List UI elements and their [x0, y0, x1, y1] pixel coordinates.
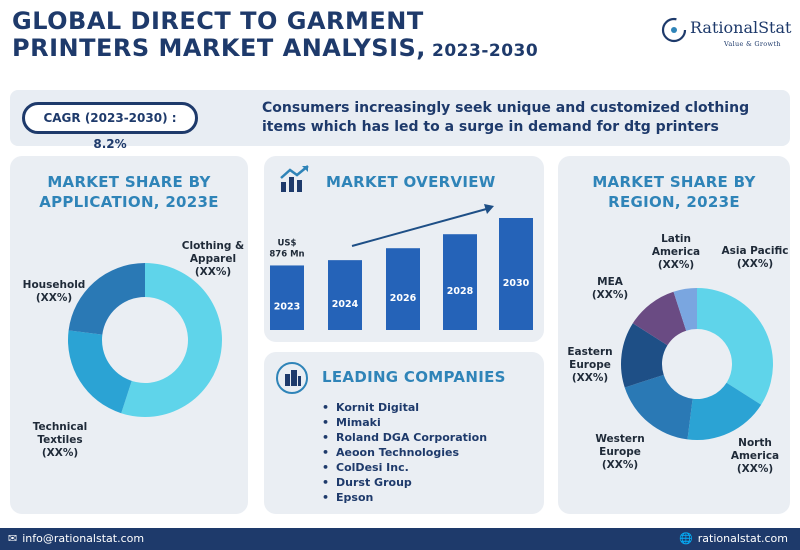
label-north-america: North America (XX%)	[730, 437, 780, 475]
label-eastern-europe: Eastern Europe (XX%)	[567, 346, 613, 384]
region-title-line-2: REGION, 2023E	[608, 193, 740, 211]
application-title: MARKET SHARE BY APPLICATION, 2023E	[10, 172, 248, 212]
label-asia-pacific: Asia Pacific (XX%)	[721, 245, 789, 270]
label-mea: MEA (XX%)	[591, 276, 629, 301]
logo-name: RationalStat	[690, 18, 792, 37]
title-years: 2023-2030	[432, 41, 539, 61]
footer-bar: ✉ info@rationalstat.com 🌐 rationalstat.com	[0, 528, 800, 550]
brand-logo: RationalStat Value & Growth	[660, 14, 792, 54]
footer-email[interactable]: ✉ info@rationalstat.com	[8, 532, 145, 545]
page-title: GLOBAL DIRECT TO GARMENT PRINTERS MARKET…	[12, 8, 632, 65]
label-western-europe: Western Europe (XX%)	[595, 433, 645, 471]
company-item: Aeoon Technologies	[322, 445, 487, 460]
application-title-line-1: MARKET SHARE BY	[47, 173, 211, 191]
company-item: Durst Group	[322, 475, 487, 490]
building-icon	[276, 362, 308, 394]
company-item: Kornit Digital	[322, 400, 487, 415]
label-latin-america: Latin America (XX%)	[651, 233, 701, 271]
company-item: Roland DGA Corporation	[322, 430, 487, 445]
growth-chart-icon	[280, 165, 309, 192]
label-technical-textiles: Technical Textiles (XX%)	[32, 421, 88, 459]
label-household: Household (XX%)	[22, 279, 86, 304]
title-line-1: GLOBAL DIRECT TO GARMENT	[12, 7, 424, 35]
companies-title: LEADING COMPANIES	[322, 368, 506, 386]
company-item: ColDesi Inc.	[322, 460, 487, 475]
label-clothing-apparel: Clothing & Apparel (XX%)	[181, 240, 245, 278]
application-title-line-2: APPLICATION, 2023E	[39, 193, 219, 211]
title-line-2: PRINTERS MARKET ANALYSIS,	[12, 34, 426, 62]
globe-icon: 🌐	[679, 532, 693, 545]
footer-website[interactable]: 🌐 rationalstat.com	[679, 532, 788, 545]
logo-tagline: Value & Growth	[724, 40, 781, 48]
logo-ring-icon	[661, 17, 687, 43]
overview-title: MARKET OVERVIEW	[326, 173, 496, 191]
region-title-line-1: MARKET SHARE BY	[592, 173, 756, 191]
cagr-badge: CAGR (2023-2030) : 8.2%	[22, 102, 198, 151]
region-title: MARKET SHARE BY REGION, 2023E	[558, 172, 790, 212]
headline-text: Consumers increasingly seek unique and c…	[262, 100, 750, 135]
company-item: Mimaki	[322, 415, 487, 430]
companies-list: Kornit Digital Mimaki Roland DGA Corpora…	[322, 400, 487, 505]
mail-icon: ✉	[8, 532, 18, 545]
company-item: Epson	[322, 490, 487, 505]
